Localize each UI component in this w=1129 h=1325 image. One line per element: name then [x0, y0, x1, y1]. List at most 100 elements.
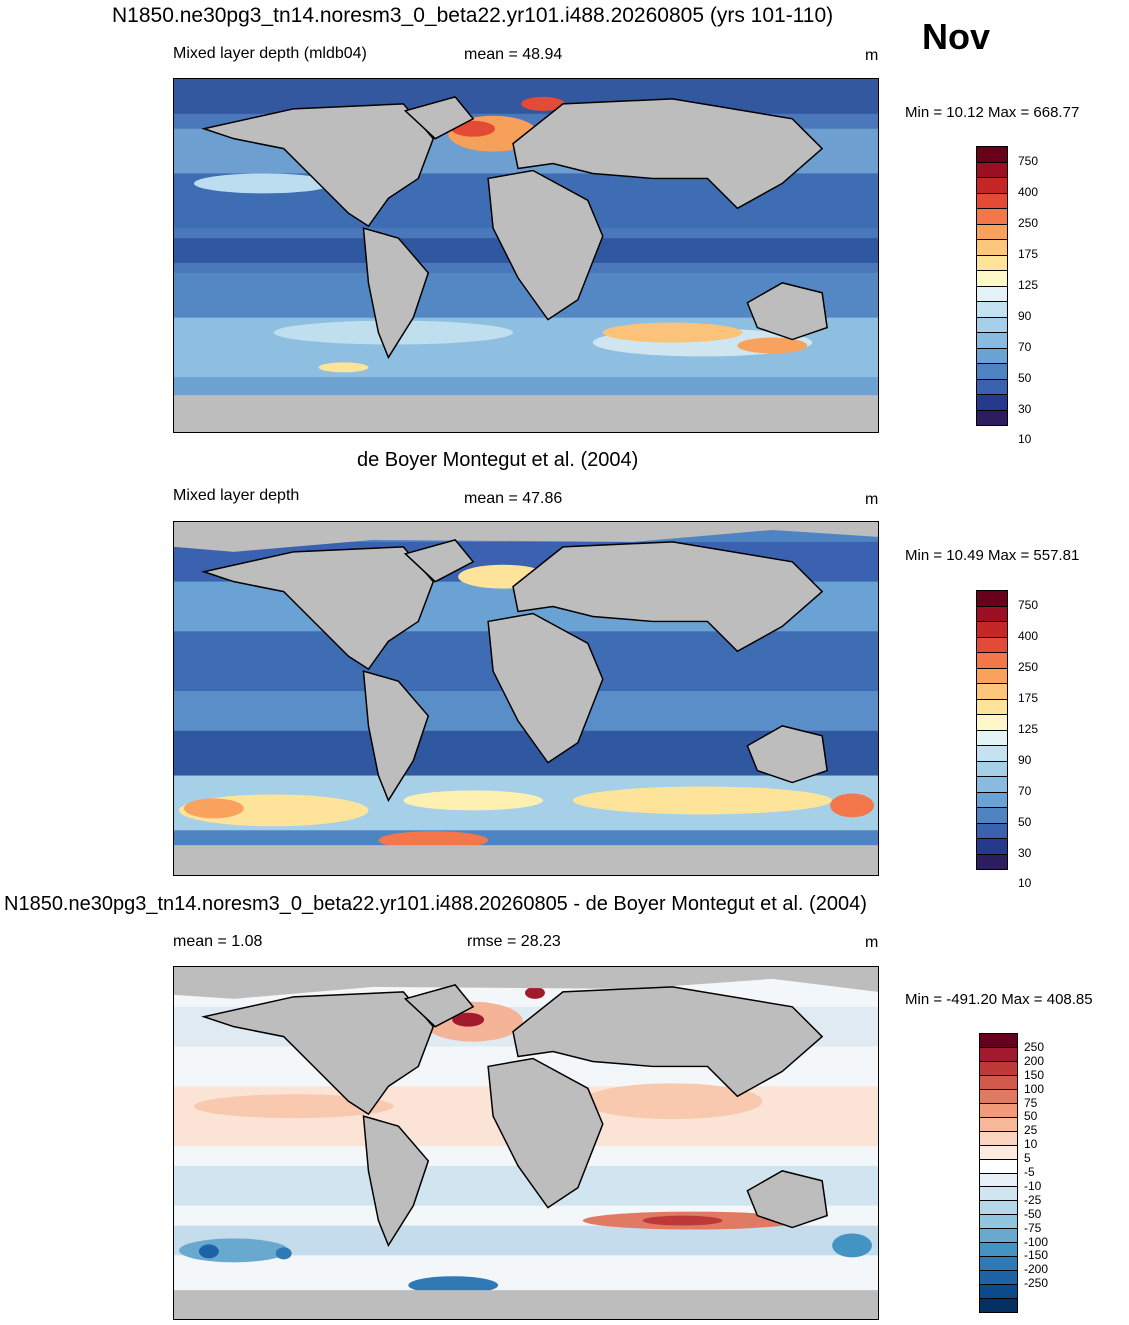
colorbar-tick-label: -50: [1024, 1206, 1042, 1221]
colorbar-swatch: [977, 839, 1007, 855]
panel3-colorbar: [979, 1033, 1018, 1313]
colorbar-tick-label: 100: [1024, 1081, 1045, 1096]
colorbar-swatch: [980, 1075, 1017, 1090]
colorbar-tick-label: 250: [1018, 660, 1039, 675]
colorbar-swatch: [977, 808, 1007, 824]
colorbar-swatch: [977, 302, 1007, 318]
colorbar-swatch: [977, 178, 1007, 194]
colorbar-tick-label: 50: [1024, 1109, 1038, 1124]
colorbar-tick-label: 125: [1018, 722, 1039, 736]
panel1-map-svg: [174, 79, 878, 432]
colorbar-tick-label: 75: [1024, 1095, 1038, 1110]
colorbar-tick-label: -200: [1024, 1262, 1049, 1277]
colorbar-swatch: [977, 348, 1007, 364]
colorbar-tick-label: 10: [1024, 1137, 1038, 1152]
colorbar-tick-label: 70: [1018, 339, 1032, 354]
colorbar-swatch: [977, 699, 1007, 715]
colorbar-tick-label: 175: [1018, 247, 1039, 262]
colorbar-tick-label: -75: [1024, 1220, 1042, 1235]
colorbar-tick-label: -5: [1024, 1165, 1035, 1179]
colorbar-tick-label: 30: [1018, 401, 1032, 416]
colorbar-swatch: [977, 730, 1007, 746]
colorbar-tick-label: 400: [1018, 185, 1039, 200]
colorbar-swatch: [977, 147, 1007, 163]
colorbar-swatch: [977, 395, 1007, 411]
colorbar-swatch: [977, 317, 1007, 333]
colorbar-swatch: [980, 1173, 1017, 1188]
colorbar-swatch: [977, 746, 1007, 762]
colorbar-swatch: [977, 777, 1007, 793]
colorbar-tick-label: 10: [1018, 432, 1032, 447]
panel3-header: N1850.ne30pg3_tn14.noresm3_0_beta22.yr10…: [4, 893, 867, 915]
colorbar-swatch: [977, 255, 1007, 271]
colorbar-swatch: [980, 1034, 1017, 1048]
colorbar-tick-label: 250: [1024, 1039, 1045, 1054]
colorbar-tick-label: 750: [1018, 598, 1039, 613]
colorbar-tick-label: 150: [1024, 1067, 1045, 1082]
panel3-mean: mean = 1.08: [173, 933, 263, 950]
colorbar-swatch: [977, 668, 1007, 684]
panel2-land: [201, 539, 828, 803]
colorbar-tick-label: 90: [1018, 752, 1032, 767]
panel1-mean: mean = 48.94: [464, 46, 563, 63]
colorbar-swatch: [980, 1131, 1017, 1146]
colorbar-swatch: [980, 1215, 1017, 1230]
colorbar-swatch: [980, 1299, 1017, 1313]
panel3-rmse: rmse = 28.23: [467, 933, 561, 950]
panel2-header: de Boyer Montegut et al. (2004): [357, 449, 639, 471]
colorbar-tick-label: -10: [1024, 1178, 1042, 1193]
panel3-map: [173, 966, 879, 1320]
colorbar-tick-label: 125: [1018, 278, 1039, 292]
colorbar-swatch: [980, 1271, 1017, 1286]
colorbar-swatch: [977, 162, 1007, 178]
month-label: Nov: [922, 16, 991, 57]
colorbar-tick-label: 10: [1018, 876, 1032, 891]
colorbar-swatch: [977, 286, 1007, 302]
panel2-map: [173, 521, 879, 876]
colorbar-swatch: [980, 1061, 1017, 1076]
colorbar-tick-label: 175: [1018, 691, 1039, 706]
colorbar-swatch: [980, 1257, 1017, 1272]
colorbar-swatch: [980, 1159, 1017, 1174]
colorbar-swatch: [980, 1103, 1017, 1118]
panel2-units: m: [865, 491, 879, 508]
colorbar-swatch: [977, 224, 1007, 240]
colorbar-swatch: [977, 684, 1007, 700]
colorbar-swatch: [977, 364, 1007, 380]
colorbar-swatch: [977, 333, 1007, 349]
colorbar-swatch: [977, 622, 1007, 638]
colorbar-tick-label: 25: [1024, 1123, 1038, 1138]
colorbar-tick-label: -150: [1024, 1248, 1049, 1263]
colorbar-tick-label: 400: [1018, 629, 1039, 644]
colorbar-swatch: [980, 1229, 1017, 1244]
panel3-minmax: Min = -491.20 Max = 408.85: [905, 991, 1093, 1008]
colorbar-tick-label: 750: [1018, 154, 1039, 169]
panel1-subtitle: Mixed layer depth (mldb04): [173, 45, 367, 62]
panel2-colorbar: [976, 590, 1008, 870]
colorbar-tick-label: -250: [1024, 1276, 1049, 1291]
panel3-units: m: [865, 934, 879, 951]
colorbar-tick-label: 50: [1018, 370, 1032, 385]
colorbar-swatch: [980, 1187, 1017, 1202]
colorbar-swatch: [977, 715, 1007, 731]
figure-title: N1850.ne30pg3_tn14.noresm3_0_beta22.yr10…: [112, 4, 834, 27]
colorbar-swatch: [977, 591, 1007, 607]
colorbar-swatch: [980, 1089, 1017, 1104]
colorbar-swatch: [977, 271, 1007, 287]
colorbar-swatch: [980, 1145, 1017, 1160]
colorbar-swatch: [980, 1285, 1017, 1300]
colorbar-tick-label: 5: [1024, 1151, 1031, 1166]
colorbar-swatch: [980, 1201, 1017, 1216]
panel2-map-svg: [174, 522, 878, 875]
colorbar-swatch: [980, 1047, 1017, 1062]
colorbar-tick-label: 90: [1018, 308, 1032, 323]
colorbar-tick-label: 50: [1018, 814, 1032, 829]
colorbar-swatch: [977, 761, 1007, 777]
colorbar-swatch: [980, 1243, 1017, 1258]
colorbar-tick-label: 70: [1018, 783, 1032, 798]
panel1-minmax: Min = 10.12 Max = 668.77: [905, 104, 1080, 121]
panel2-subtitle: Mixed layer depth: [173, 487, 300, 504]
colorbar-tick-label: 200: [1024, 1053, 1045, 1068]
colorbar-swatch: [977, 823, 1007, 839]
panel2-minmax: Min = 10.49 Max = 557.81: [905, 547, 1080, 564]
